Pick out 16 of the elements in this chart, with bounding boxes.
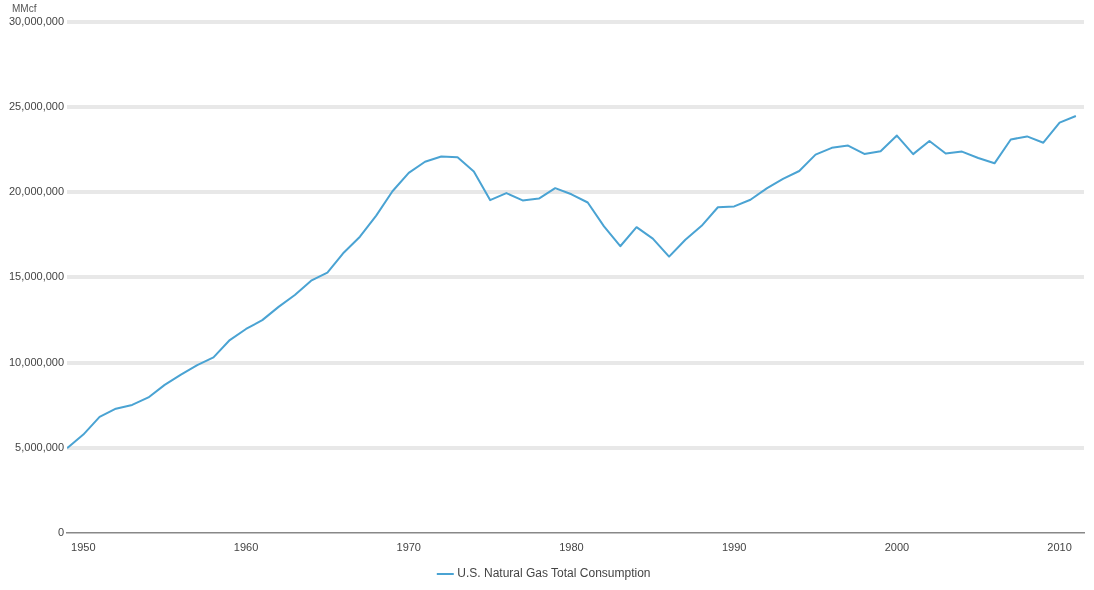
x-tick-label: 1990 <box>721 541 747 554</box>
y-tick-label: 0 <box>57 525 65 538</box>
y-axis-title: MMcf <box>12 2 37 14</box>
x-tick-label: 1970 <box>396 541 421 554</box>
legend-label: U.S. Natural Gas Total Consumption <box>457 566 651 581</box>
y-tick-label: 5,000,000 <box>15 440 65 453</box>
x-tick-label: 1950 <box>71 541 96 554</box>
y-tick-label: 20,000,000 <box>8 185 65 198</box>
x-tick-label: 2010 <box>1047 541 1072 554</box>
x-tick-label: 1960 <box>233 541 259 554</box>
x-tick-label: 2000 <box>884 541 910 554</box>
y-tick-label: 15,000,000 <box>8 270 65 283</box>
y-tick-label: 25,000,000 <box>8 100 65 113</box>
y-tick-label: 10,000,000 <box>8 355 65 368</box>
x-tick-label: 1980 <box>559 541 584 554</box>
y-tick-label: 30,000,000 <box>8 15 65 28</box>
